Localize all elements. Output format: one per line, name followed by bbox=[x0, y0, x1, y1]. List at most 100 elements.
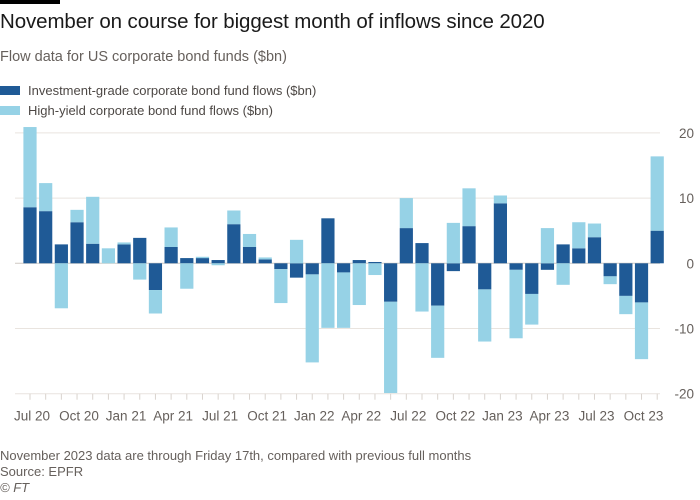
copyright: © FT bbox=[0, 480, 30, 495]
x-tick-label: Jul 20 bbox=[14, 409, 50, 424]
bar-high-yield bbox=[368, 263, 382, 276]
x-tick-label: Oct 21 bbox=[247, 409, 287, 424]
bar-high-yield bbox=[227, 210, 241, 225]
x-tick-label: Oct 20 bbox=[59, 409, 99, 424]
bar-investment-grade bbox=[619, 263, 633, 296]
footnote-source: Source: EPFR bbox=[0, 464, 84, 479]
bar-high-yield bbox=[305, 274, 319, 363]
bar-high-yield bbox=[415, 263, 429, 312]
bar-high-yield bbox=[289, 239, 304, 264]
footnote-note: November 2023 data are through Friday 17… bbox=[0, 448, 472, 463]
x-tick-label: Jan 21 bbox=[106, 409, 147, 424]
x-tick-label: Jul 23 bbox=[578, 409, 614, 424]
bar-high-yield bbox=[384, 301, 398, 394]
y-tick-label: -10 bbox=[674, 322, 694, 337]
x-tick-label: Oct 22 bbox=[435, 409, 475, 424]
bar-high-yield bbox=[117, 242, 131, 245]
bar-high-yield bbox=[493, 195, 507, 204]
bar-high-yield bbox=[337, 272, 351, 328]
bar-high-yield bbox=[650, 156, 664, 231]
bar-high-yield bbox=[462, 188, 476, 227]
x-tick-label: Jul 22 bbox=[390, 409, 426, 424]
bar-investment-grade bbox=[211, 260, 225, 264]
bar-high-yield bbox=[587, 223, 602, 238]
bar-investment-grade bbox=[603, 263, 617, 277]
bar-high-yield bbox=[211, 263, 225, 266]
bar-investment-grade bbox=[587, 237, 602, 264]
bar-investment-grade bbox=[525, 263, 539, 294]
x-tick-label: Jul 21 bbox=[202, 409, 238, 424]
x-tick-label: Oct 23 bbox=[624, 409, 664, 424]
x-ticks bbox=[29, 393, 658, 400]
bar-high-yield bbox=[242, 233, 257, 247]
bar-high-yield bbox=[70, 209, 84, 223]
bar-investment-grade bbox=[242, 247, 257, 264]
bar-high-yield bbox=[556, 263, 570, 285]
bar-investment-grade bbox=[274, 263, 288, 270]
bar-high-yield bbox=[86, 196, 100, 244]
legend-swatch-investment-grade bbox=[0, 85, 20, 95]
bar-investment-grade bbox=[289, 263, 304, 278]
bar-high-yield bbox=[603, 276, 617, 285]
y-tick-label: -20 bbox=[674, 387, 694, 402]
bar-investment-grade bbox=[493, 203, 507, 264]
bar-investment-grade bbox=[195, 258, 210, 264]
bar-investment-grade bbox=[23, 207, 37, 264]
bar-investment-grade bbox=[321, 218, 335, 264]
legend-swatch-high-yield bbox=[0, 105, 20, 115]
chart-subtitle: Flow data for US corporate bond funds ($… bbox=[0, 49, 287, 65]
bar-high-yield bbox=[274, 269, 288, 304]
bar-investment-grade bbox=[446, 263, 460, 272]
bar-high-yield bbox=[540, 228, 555, 264]
bar-high-yield bbox=[446, 222, 460, 264]
bar-investment-grade bbox=[352, 260, 366, 264]
bar-investment-grade bbox=[70, 222, 84, 264]
bar-high-yield bbox=[101, 248, 115, 264]
y-tick-label: 20 bbox=[679, 126, 694, 141]
x-tick-label: Apr 22 bbox=[341, 409, 381, 424]
bar-investment-grade bbox=[431, 263, 445, 306]
bar-high-yield bbox=[525, 293, 539, 325]
bar-high-yield bbox=[195, 256, 210, 259]
legend-item-investment-grade: Investment-grade corporate bond fund flo… bbox=[0, 80, 316, 100]
chart-title: November on course for biggest month of … bbox=[0, 10, 545, 33]
bar-investment-grade bbox=[54, 244, 68, 264]
bar-high-yield bbox=[619, 295, 633, 315]
bar-investment-grade bbox=[556, 244, 570, 264]
bar-high-yield bbox=[54, 263, 68, 309]
bar-high-yield bbox=[321, 263, 335, 328]
bar-investment-grade bbox=[133, 237, 147, 264]
bars bbox=[23, 127, 664, 394]
bar-investment-grade bbox=[478, 263, 492, 290]
bar-investment-grade bbox=[258, 259, 272, 264]
bar-high-yield bbox=[431, 305, 445, 358]
bar-investment-grade bbox=[148, 263, 163, 291]
bar-high-yield bbox=[148, 290, 163, 314]
x-tick-label: Apr 23 bbox=[530, 409, 570, 424]
x-tick-label: Apr 21 bbox=[153, 409, 193, 424]
bar-investment-grade bbox=[399, 228, 413, 264]
legend-label-high-yield: High-yield corporate bond fund flows ($b… bbox=[28, 102, 273, 118]
legend-item-high-yield: High-yield corporate bond fund flows ($b… bbox=[0, 100, 316, 120]
bar-high-yield bbox=[572, 222, 586, 249]
bar-high-yield bbox=[478, 289, 492, 342]
y-tick-label: 10 bbox=[679, 191, 694, 206]
bar-investment-grade bbox=[415, 243, 429, 264]
bar-high-yield bbox=[509, 269, 523, 339]
bar-high-yield bbox=[399, 198, 413, 229]
bar-investment-grade bbox=[164, 247, 178, 264]
bar-high-yield bbox=[164, 227, 178, 247]
bar-investment-grade bbox=[540, 263, 555, 270]
bar-investment-grade bbox=[650, 230, 664, 264]
footnote: November 2023 data are through Friday 17… bbox=[0, 448, 471, 496]
y-tick-labels: 20 10 0 -10 -20 bbox=[674, 126, 694, 402]
bar-investment-grade bbox=[634, 263, 649, 303]
bar-high-yield bbox=[634, 302, 649, 360]
bar-investment-grade bbox=[86, 243, 100, 264]
bar-investment-grade bbox=[509, 263, 523, 270]
bar-investment-grade bbox=[39, 211, 53, 264]
x-tick-labels: Jul 20 Oct 20 Jan 21 Apr 21 Jul 21 Oct 21 Jan … bbox=[14, 409, 663, 424]
y-tick-label: 0 bbox=[686, 256, 694, 271]
x-tick-label: Jan 23 bbox=[482, 409, 523, 424]
